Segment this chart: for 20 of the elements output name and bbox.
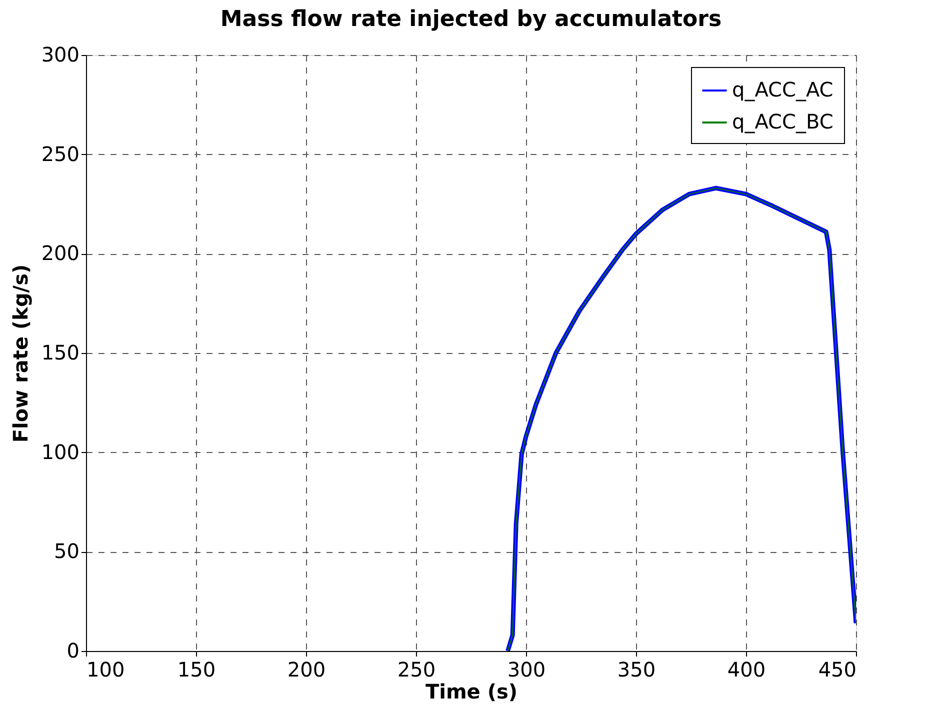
- y-axis-title: Flow rate (kg/s): [8, 264, 32, 443]
- x-tick-label: 350: [617, 658, 656, 682]
- y-tick-label: 300: [41, 42, 80, 66]
- chart-title: Mass flow rate injected by accumulators: [220, 7, 722, 32]
- x-tick-label: 200: [287, 658, 326, 682]
- x-tick-label: 250: [397, 658, 436, 682]
- legend-label: q_ACC_AC: [732, 78, 834, 102]
- x-tick-label: 400: [727, 658, 766, 682]
- x-tick-label: 100: [86, 658, 125, 682]
- x-tick-label: 150: [177, 658, 216, 682]
- y-tick-label: 200: [41, 241, 80, 266]
- y-tick-label: 0: [66, 638, 80, 662]
- y-tick-label: 50: [54, 539, 80, 564]
- x-axis-title: Time (s): [425, 680, 518, 704]
- x-tick-label: 300: [507, 658, 546, 682]
- legend-label: q_ACC_BC: [732, 110, 834, 134]
- y-tick-label: 100: [41, 440, 80, 464]
- y-tick-label: 250: [41, 142, 80, 166]
- y-tick-label: 150: [41, 340, 80, 364]
- x-tick-label: 450: [818, 658, 856, 682]
